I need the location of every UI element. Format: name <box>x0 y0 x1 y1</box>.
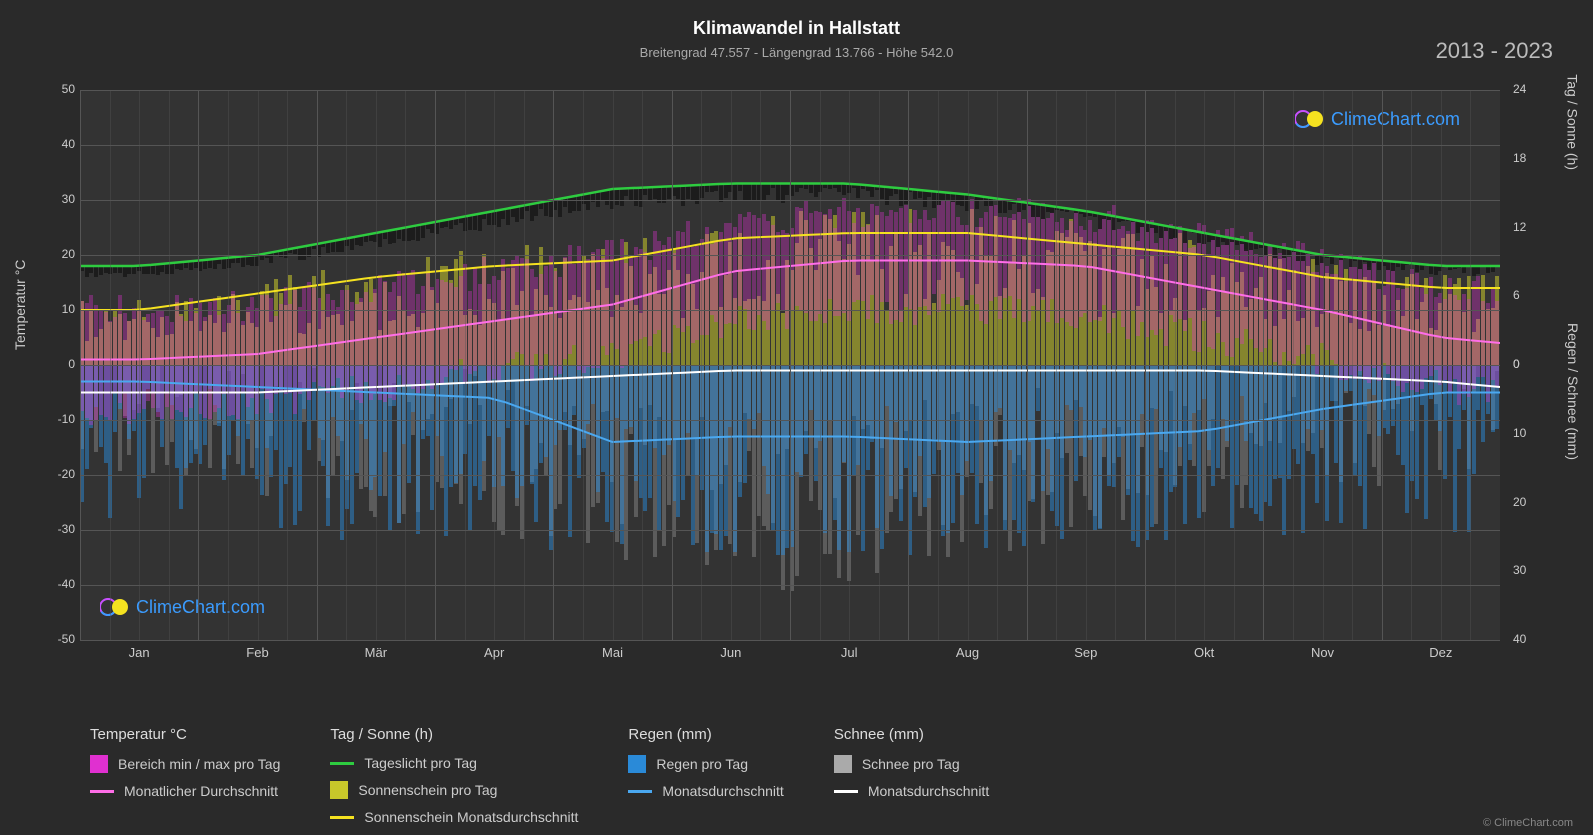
legend-swatch <box>330 781 348 799</box>
legend-label: Monatlicher Durchschnitt <box>124 783 278 799</box>
y-tick-left: 30 <box>45 192 75 206</box>
legend-column: Regen (mm) Regen pro Tag Monatsdurchschnit… <box>628 726 783 825</box>
watermark-bottom: ClimeChart.com <box>100 596 265 618</box>
legend-swatch <box>628 790 652 793</box>
y-tick-right: 12 <box>1513 220 1543 234</box>
legend-column: Temperatur °C Bereich min / max pro Tag Mo… <box>90 726 280 825</box>
legend-label: Monatsdurchschnitt <box>868 783 989 799</box>
chart-title: Klimawandel in Hallstatt <box>0 18 1593 39</box>
y-tick-left: -40 <box>45 577 75 591</box>
legend-swatch <box>628 755 646 773</box>
watermark-text: ClimeChart.com <box>136 597 265 618</box>
x-tick: Dez <box>1429 645 1452 660</box>
watermark-top: ClimeChart.com <box>1295 108 1460 130</box>
y-tick-left: -30 <box>45 522 75 536</box>
x-tick: Apr <box>484 645 504 660</box>
legend-label: Sonnenschein Monatsdurchschnitt <box>364 809 578 825</box>
x-tick: Nov <box>1311 645 1334 660</box>
legend-item: Tageslicht pro Tag <box>330 755 578 771</box>
y-tick-left: 20 <box>45 247 75 261</box>
x-tick: Mär <box>365 645 387 660</box>
x-tick: Jan <box>129 645 150 660</box>
y-tick-left: -50 <box>45 632 75 646</box>
plot-area: ClimeChart.com ClimeChart.com <box>80 90 1500 640</box>
legend-column: Schnee (mm) Schnee pro Tag Monatsdurchschn… <box>834 726 989 825</box>
y-tick-left: 10 <box>45 302 75 316</box>
legend: Temperatur °C Bereich min / max pro Tag Mo… <box>90 726 1553 825</box>
y-tick-left: 0 <box>45 357 75 371</box>
legend-item: Monatlicher Durchschnitt <box>90 783 280 799</box>
legend-header: Temperatur °C <box>90 726 280 743</box>
y-tick-right: 18 <box>1513 151 1543 165</box>
x-tick: Feb <box>246 645 268 660</box>
legend-label: Tageslicht pro Tag <box>364 755 477 771</box>
climate-chart: Klimawandel in Hallstatt Breitengrad 47.… <box>0 10 1593 835</box>
legend-swatch <box>90 790 114 793</box>
legend-header: Regen (mm) <box>628 726 783 743</box>
y-tick-left: -10 <box>45 412 75 426</box>
legend-header: Schnee (mm) <box>834 726 989 743</box>
legend-column: Tag / Sonne (h) Tageslicht pro Tag Sonnens… <box>330 726 578 825</box>
y-tick-right: 40 <box>1513 632 1543 646</box>
legend-swatch <box>834 755 852 773</box>
legend-header: Tag / Sonne (h) <box>330 726 578 743</box>
y-tick-right: 0 <box>1513 357 1543 371</box>
x-tick: Mai <box>602 645 623 660</box>
chart-subtitle: Breitengrad 47.557 - Längengrad 13.766 -… <box>0 45 1593 60</box>
y-tick-right: 24 <box>1513 82 1543 96</box>
y-axis-left-label: Temperatur °C <box>12 260 28 350</box>
legend-item: Regen pro Tag <box>628 755 783 773</box>
y-tick-right: 6 <box>1513 288 1543 302</box>
x-tick: Aug <box>956 645 979 660</box>
legend-item: Bereich min / max pro Tag <box>90 755 280 773</box>
y-tick-right: 30 <box>1513 563 1543 577</box>
legend-swatch <box>330 762 354 765</box>
y-tick-left: 50 <box>45 82 75 96</box>
legend-item: Sonnenschein Monatsdurchschnitt <box>330 809 578 825</box>
y-tick-left: -20 <box>45 467 75 481</box>
y-axis-right-top-label: Tag / Sonne (h) <box>1565 74 1581 170</box>
legend-label: Regen pro Tag <box>656 756 748 772</box>
legend-label: Schnee pro Tag <box>862 756 960 772</box>
x-tick: Jul <box>841 645 858 660</box>
legend-item: Monatsdurchschnitt <box>834 783 989 799</box>
legend-item: Sonnenschein pro Tag <box>330 781 578 799</box>
legend-label: Bereich min / max pro Tag <box>118 756 280 772</box>
legend-swatch <box>834 790 858 793</box>
x-tick: Okt <box>1194 645 1214 660</box>
legend-item: Monatsdurchschnitt <box>628 783 783 799</box>
y-axis-right-bottom-label: Regen / Schnee (mm) <box>1565 323 1581 460</box>
y-tick-right: 20 <box>1513 495 1543 509</box>
x-tick: Jun <box>720 645 741 660</box>
year-range-label: 2013 - 2023 <box>1436 38 1553 64</box>
copyright-label: © ClimeChart.com <box>1483 817 1573 829</box>
logo-icon <box>100 596 130 618</box>
y-tick-right: 10 <box>1513 426 1543 440</box>
y-tick-left: 40 <box>45 137 75 151</box>
legend-item: Schnee pro Tag <box>834 755 989 773</box>
legend-label: Monatsdurchschnitt <box>662 783 783 799</box>
legend-swatch <box>90 755 108 773</box>
x-tick: Sep <box>1074 645 1097 660</box>
legend-swatch <box>330 816 354 819</box>
logo-icon <box>1295 108 1325 130</box>
legend-label: Sonnenschein pro Tag <box>358 782 497 798</box>
